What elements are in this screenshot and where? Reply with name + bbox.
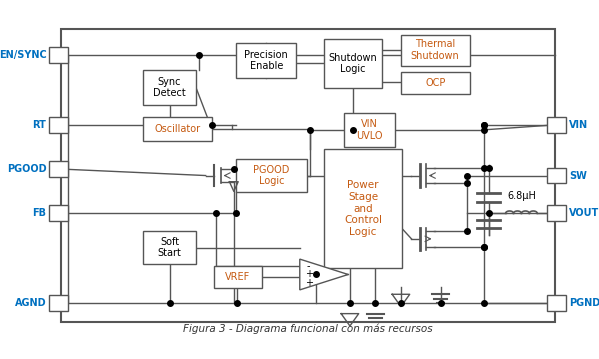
Text: PGOOD: PGOOD <box>7 164 47 174</box>
Text: Figura 3 - Diagrama funcional con más recursos: Figura 3 - Diagrama funcional con más re… <box>183 323 432 334</box>
Text: OCP: OCP <box>425 78 446 88</box>
Bar <box>237 159 307 192</box>
Text: Soft
Start: Soft Start <box>158 237 181 258</box>
Text: Precision
Enable: Precision Enable <box>244 50 288 71</box>
Bar <box>49 117 68 133</box>
Text: Sync
Detect: Sync Detect <box>153 77 186 98</box>
Polygon shape <box>300 259 348 290</box>
Text: Oscillator: Oscillator <box>155 124 201 134</box>
Text: VREF: VREF <box>225 272 250 282</box>
Text: +: + <box>304 270 313 280</box>
Bar <box>547 117 566 133</box>
Text: PGND: PGND <box>569 298 599 308</box>
Bar <box>344 113 395 146</box>
Bar <box>143 70 196 105</box>
Bar <box>401 35 470 66</box>
Bar <box>49 295 68 311</box>
Text: PGOOD
Logic: PGOOD Logic <box>253 165 290 186</box>
Text: RT: RT <box>32 120 47 130</box>
Text: 6.8μH: 6.8μH <box>507 191 536 201</box>
Text: SW: SW <box>569 171 587 181</box>
Text: Shutdown
Logic: Shutdown Logic <box>329 53 377 74</box>
Bar <box>547 205 566 221</box>
Text: VIN: VIN <box>569 120 588 130</box>
Text: -: - <box>307 261 310 271</box>
Text: EN/SYNC: EN/SYNC <box>0 50 47 60</box>
Bar <box>547 295 566 311</box>
Bar <box>325 149 402 268</box>
Bar <box>325 39 382 88</box>
Bar <box>49 205 68 221</box>
Text: Power
Stage
and
Control
Logic: Power Stage and Control Logic <box>344 180 382 237</box>
Bar <box>49 47 68 63</box>
Bar <box>401 72 470 94</box>
Bar <box>237 43 297 78</box>
Text: +: + <box>304 278 313 288</box>
Bar <box>143 231 196 264</box>
Text: FB: FB <box>32 208 47 218</box>
Bar <box>547 168 566 183</box>
Text: VOUT: VOUT <box>569 208 599 218</box>
Text: VIN
UVLO: VIN UVLO <box>356 119 383 141</box>
Bar <box>49 162 68 177</box>
Text: Thermal
Shutdown: Thermal Shutdown <box>411 39 459 61</box>
Text: AGND: AGND <box>15 298 47 308</box>
Bar <box>214 266 262 288</box>
Bar <box>143 117 212 141</box>
